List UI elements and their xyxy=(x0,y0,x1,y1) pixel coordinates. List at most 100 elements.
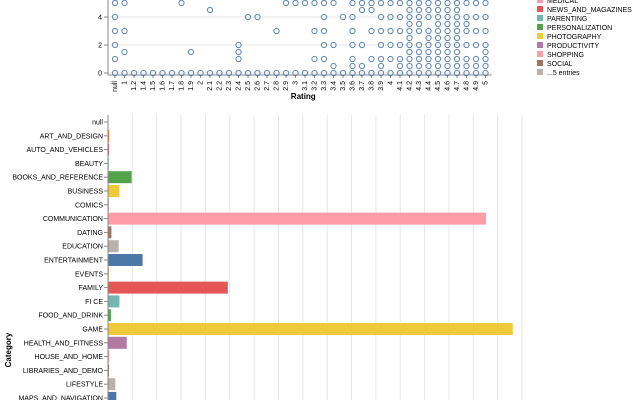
category-bar-chart: null ART_AND_DESIGN AUTO_AND_VEHICLES BEAUT… xyxy=(4,115,523,400)
scatter-x-tick-label: 1.8 xyxy=(179,81,186,91)
scatter-point xyxy=(463,20,470,28)
legend-swatch xyxy=(537,60,543,66)
bar-category-label: HOUSE_AND_HOME xyxy=(35,354,104,361)
scatter-point xyxy=(453,6,461,14)
bar xyxy=(108,378,116,391)
scatter-point xyxy=(482,41,489,49)
scatter-point xyxy=(415,62,423,70)
scatter-point xyxy=(453,55,461,63)
scatter-point xyxy=(311,0,318,7)
scatter-point xyxy=(320,0,328,7)
scatter-point xyxy=(387,0,394,7)
scatter-point xyxy=(434,13,442,21)
scatter-point xyxy=(396,41,404,49)
scatter-point xyxy=(425,62,432,70)
bar xyxy=(108,212,486,225)
scatter-x-tick-label: 1.6 xyxy=(160,81,167,91)
scatter-point xyxy=(320,69,328,77)
legend-label: PRODUCTIVITY xyxy=(547,43,599,50)
scatter-point xyxy=(311,69,318,77)
bar-category-label: FAMILY xyxy=(79,285,104,292)
scatter-x-tick-label: 3.2 xyxy=(312,81,319,91)
bar xyxy=(108,295,120,308)
scatter-point xyxy=(444,41,451,49)
bar xyxy=(108,240,119,253)
scatter-point xyxy=(453,0,461,7)
scatter-point xyxy=(111,13,119,21)
scatter-point xyxy=(434,34,442,42)
scatter-point xyxy=(434,41,442,49)
scatter-point xyxy=(377,0,385,7)
scatter-point xyxy=(320,55,328,63)
scatter-point xyxy=(453,20,461,28)
scatter-point xyxy=(444,48,451,56)
scatter-point xyxy=(444,6,451,14)
scatter-point xyxy=(434,0,442,7)
scatter-x-tick-label: 1.5 xyxy=(150,81,157,91)
scatter-point xyxy=(406,6,413,14)
scatter-x-tick-label: 3.3 xyxy=(321,81,328,91)
legend-swatch xyxy=(537,24,543,30)
scatter-point xyxy=(415,20,423,28)
scatter-x-tick-label: 3.7 xyxy=(359,81,366,91)
scatter-point xyxy=(254,69,261,77)
bar-category-label: LIBRARIES_AND_DEMO xyxy=(23,368,104,375)
scatter-point xyxy=(406,48,413,56)
legend-swatch xyxy=(537,33,543,39)
scatter-point xyxy=(434,20,442,28)
scatter-point xyxy=(358,62,366,70)
scatter-point xyxy=(292,69,299,77)
scatter-point xyxy=(434,6,442,14)
scatter-point xyxy=(406,20,413,28)
scatter-x-tick-label: 2.3 xyxy=(226,81,233,91)
scatter-point xyxy=(425,48,432,56)
scatter-x-tick-label: 4.6 xyxy=(445,81,452,91)
scatter-point xyxy=(453,48,461,56)
bar-category-label: null xyxy=(92,120,103,127)
scatter-point xyxy=(425,13,432,21)
scatter-point xyxy=(472,27,480,35)
legend-swatch xyxy=(537,69,543,75)
scatter-point xyxy=(453,13,461,21)
scatter-point xyxy=(434,27,442,35)
bar-category-label: ENTERTAINMENT xyxy=(44,258,104,265)
scatter-x-tick-label: 2.2 xyxy=(217,81,224,91)
legend-swatch xyxy=(537,51,543,57)
scatter-x-tick-label: 1 xyxy=(122,81,129,85)
legend-swatch xyxy=(537,42,543,48)
legend-label: NEWS_AND_MAGAZINES xyxy=(547,7,632,14)
legend-label: PERSONALIZATION xyxy=(547,25,612,32)
scatter-point xyxy=(159,69,166,77)
scatter-point xyxy=(282,69,290,77)
bar xyxy=(108,392,117,400)
scatter-point xyxy=(396,62,404,70)
scatter-point xyxy=(349,27,356,35)
scatter-point xyxy=(320,41,328,49)
bar-category-label: COMMUNICATION xyxy=(43,216,103,223)
scatter-point xyxy=(415,27,423,35)
scatter-point xyxy=(434,48,442,56)
scatter-x-tick-label: 4.3 xyxy=(416,81,423,91)
scatter-point xyxy=(330,41,337,49)
scatter-point xyxy=(121,0,128,7)
scatter-point xyxy=(415,48,423,56)
scatter-point xyxy=(463,69,470,77)
scatter-point xyxy=(377,69,385,77)
bar-category-label: FOOD_AND_DRINK xyxy=(38,313,103,320)
scatter-point xyxy=(387,13,394,21)
scatter-x-tick-label: 2.1 xyxy=(207,81,214,91)
scatter-point xyxy=(349,55,356,63)
scatter-point xyxy=(349,41,356,49)
legend-swatch xyxy=(537,15,543,21)
scatter-point xyxy=(358,0,366,7)
bar-category-label: DATING xyxy=(77,230,103,237)
scatter-point xyxy=(425,55,432,63)
scatter-x-tick-label: 3.5 xyxy=(340,81,347,91)
scatter-point xyxy=(406,34,413,42)
scatter-point xyxy=(206,6,214,14)
scatter-point xyxy=(415,0,423,7)
scatter-point xyxy=(377,41,385,49)
scatter-point xyxy=(349,69,356,77)
scatter-point xyxy=(434,55,442,63)
